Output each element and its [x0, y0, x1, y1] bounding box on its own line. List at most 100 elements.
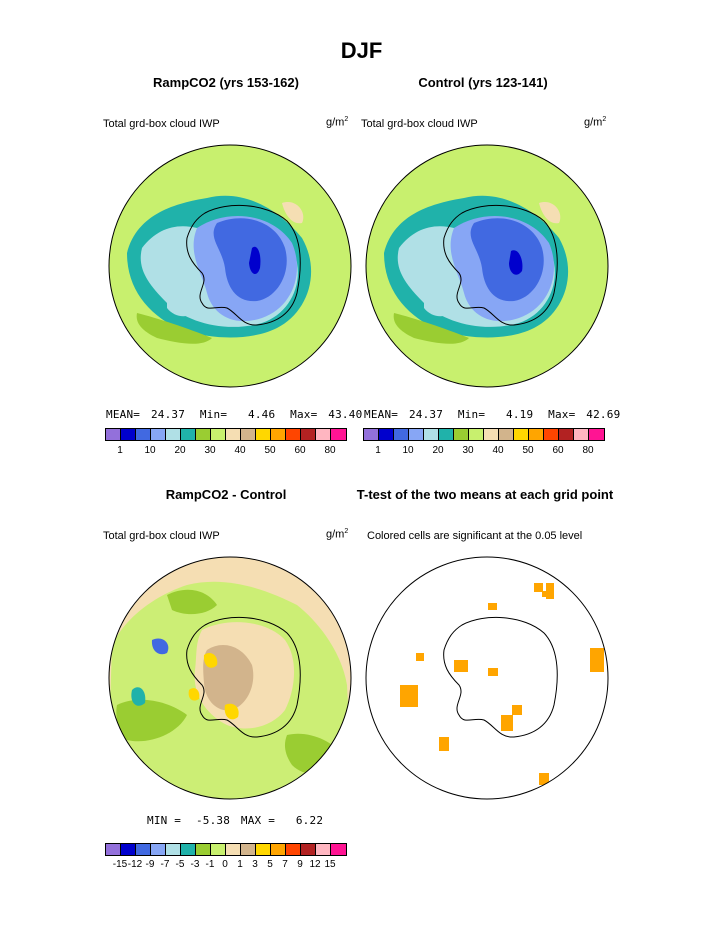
- colorbar-swatch: [529, 429, 544, 440]
- panel3-min-label: MIN =: [147, 814, 182, 827]
- significant-cell: [539, 773, 549, 785]
- panel3-region-yellow3: [188, 688, 200, 701]
- panel2-coastline: [443, 204, 558, 326]
- colorbar-swatch: [241, 844, 256, 855]
- colorbar-swatch: [364, 429, 379, 440]
- colorbar-tick-label: 80: [324, 445, 336, 456]
- colorbar-swatch: [316, 429, 331, 440]
- panel4-title: T-test of the two means at each grid poi…: [356, 487, 614, 502]
- panel2-polar-map: [365, 144, 609, 388]
- colorbar-swatch: [181, 844, 196, 855]
- panel4-map-border: [365, 556, 609, 800]
- colorbar-tick-label: 50: [522, 445, 534, 456]
- panel1-region-darkblue: [249, 246, 261, 275]
- panel3-region-yellow2: [224, 703, 239, 720]
- colorbar-swatch: [121, 429, 136, 440]
- panel2-max-value: 42.69: [586, 408, 621, 421]
- colorbar-swatch: [574, 429, 589, 440]
- panel1-stats: MEAN= 24.37 Min= 4.46 Max= 43.40: [106, 408, 362, 421]
- colorbar-swatch: [331, 844, 346, 855]
- panel2-max-label: Max=: [548, 408, 576, 421]
- colorbar-swatch: [301, 429, 316, 440]
- colorbar-swatch: [136, 429, 151, 440]
- colorbar-swatch: [544, 429, 559, 440]
- colorbar-swatch: [151, 429, 166, 440]
- significant-cell: [501, 715, 513, 731]
- colorbar-swatch: [166, 844, 181, 855]
- colorbar-swatch: [106, 844, 121, 855]
- panel2-variable-label: Total grd-box cloud IWP: [361, 118, 478, 130]
- colorbar-swatch: [166, 429, 181, 440]
- colorbar-swatch: [454, 429, 469, 440]
- colorbar-tick-label: 12: [309, 859, 321, 870]
- panel1-polar-map: [108, 144, 352, 388]
- significant-cell: [546, 583, 554, 599]
- panel1-max-label: Max=: [290, 408, 318, 421]
- significant-cell: [488, 603, 497, 610]
- panel4-significant-cells: [400, 583, 604, 785]
- colorbar-swatch: [241, 429, 256, 440]
- panel2-title: Control (yrs 123-141): [418, 75, 548, 90]
- colorbar-tick-label: 10: [144, 445, 156, 456]
- significant-cell: [542, 591, 548, 597]
- colorbar-swatch: [499, 429, 514, 440]
- colorbar-swatch: [151, 844, 166, 855]
- colorbar-swatch: [484, 429, 499, 440]
- colorbar-tick-label: 60: [294, 445, 306, 456]
- panel3-min-value: -5.38: [195, 814, 231, 827]
- panel2-units: g/m2: [584, 116, 607, 129]
- panel1-units: g/m2: [326, 116, 349, 129]
- panel2-region-green: [393, 313, 469, 344]
- colorbar-tick-label: -3: [190, 859, 200, 870]
- panel1-colorbar: [105, 428, 347, 441]
- colorbar-swatch: [394, 429, 409, 440]
- panel1-region-wheat: [282, 202, 304, 224]
- colorbar-tick-label: 1: [375, 445, 381, 456]
- colorbar-tick-label: 40: [234, 445, 246, 456]
- colorbar-swatch: [226, 844, 241, 855]
- colorbar-tick-label: 40: [492, 445, 504, 456]
- colorbar-tick-label: 30: [204, 445, 216, 456]
- colorbar-tick-label: -7: [160, 859, 170, 870]
- panel3-max-value: 6.22: [295, 814, 324, 827]
- panel3-title: RampCO2 - Control: [165, 487, 287, 502]
- colorbar-tick-label: 1: [237, 859, 243, 870]
- colorbar-swatch: [424, 429, 439, 440]
- panel3-region-teal1: [131, 687, 146, 706]
- colorbar-tick-label: 10: [402, 445, 414, 456]
- panel1-variable-label: Total grd-box cloud IWP: [103, 118, 220, 130]
- colorbar-swatch: [211, 844, 226, 855]
- colorbar-swatch: [286, 844, 301, 855]
- significant-cell: [400, 685, 418, 707]
- colorbar-tick-label: 1: [117, 445, 123, 456]
- colorbar-swatch: [256, 844, 271, 855]
- colorbar-swatch: [271, 429, 286, 440]
- panel1-region-green: [136, 313, 212, 344]
- panel1-map-border: [108, 144, 352, 388]
- panel4-coastline: [443, 616, 558, 738]
- panel4-note: Colored cells are significant at the 0.0…: [367, 530, 583, 542]
- colorbar-swatch: [106, 429, 121, 440]
- panel1-mean-value: 24.37: [150, 408, 186, 421]
- panel2-mean-value: 24.37: [408, 408, 444, 421]
- panel2-mean-label: MEAN=: [364, 408, 399, 421]
- colorbar-swatch: [379, 429, 394, 440]
- panel3-units: g/m2: [326, 528, 349, 541]
- colorbar-tick-label: 15: [324, 859, 336, 870]
- significant-cell: [416, 653, 424, 661]
- colorbar-swatch: [589, 429, 604, 440]
- colorbar-swatch: [271, 844, 286, 855]
- panel2-colorbar: [363, 428, 605, 441]
- panel3-max-label: MAX =: [240, 814, 276, 827]
- significant-cell: [439, 737, 449, 751]
- colorbar-swatch: [469, 429, 484, 440]
- colorbar-tick-label: 30: [462, 445, 474, 456]
- panel3-region-green3: [167, 589, 217, 615]
- significant-cell: [534, 583, 543, 592]
- colorbar-swatch: [439, 429, 454, 440]
- panel2-min-value: 4.19: [506, 408, 534, 421]
- panel1-max-value: 43.40: [328, 408, 363, 421]
- colorbar-swatch: [136, 844, 151, 855]
- colorbar-swatch: [316, 844, 331, 855]
- panel3-colorbar: [105, 843, 347, 856]
